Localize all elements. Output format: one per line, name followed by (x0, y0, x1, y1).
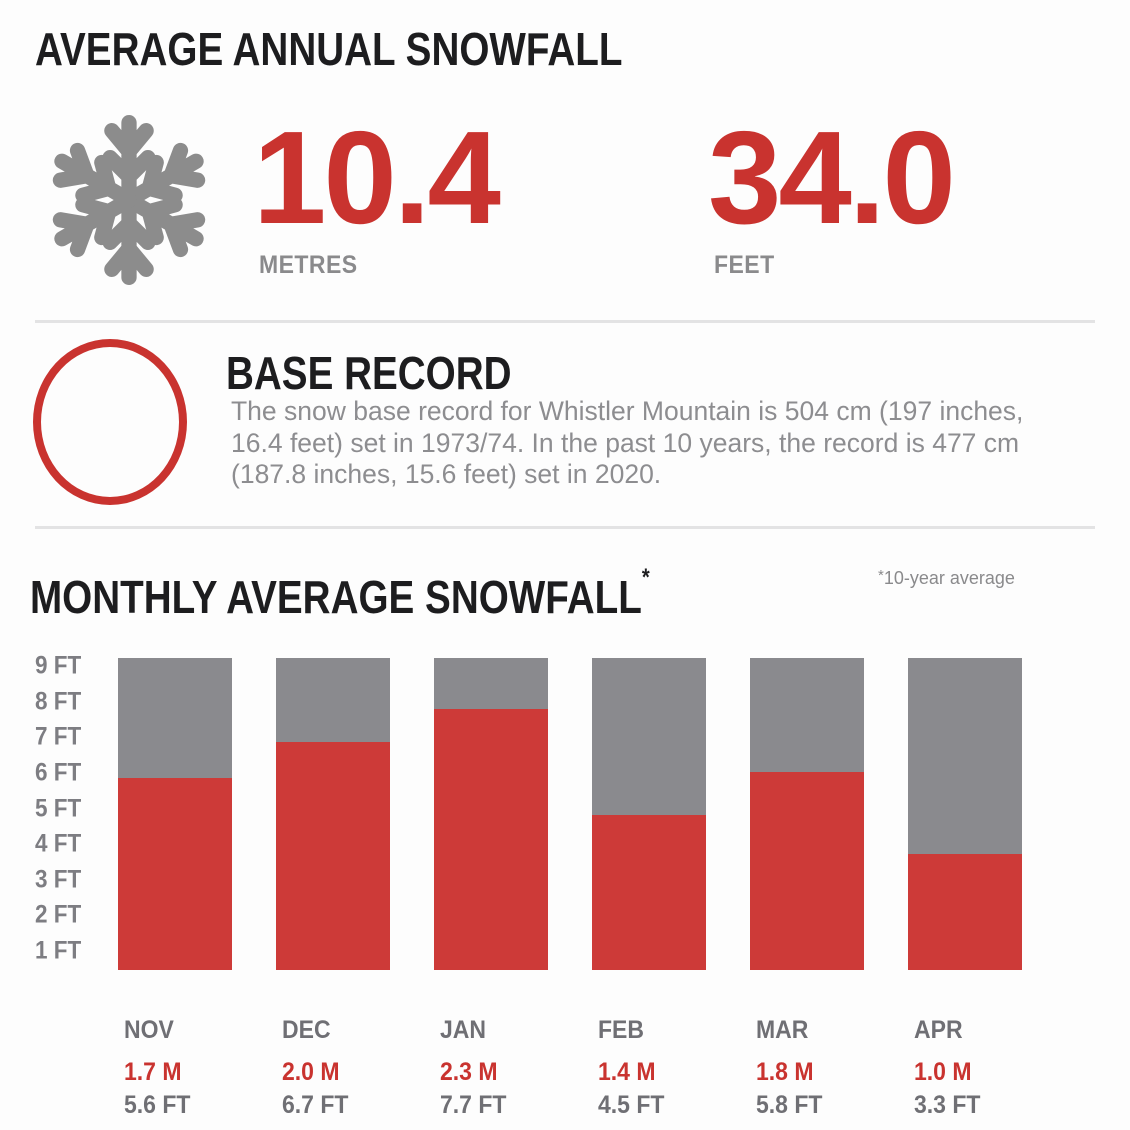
section-divider (35, 320, 1095, 323)
bar-background-jan (434, 658, 548, 970)
annual-snowfall-title: AVERAGE ANNUAL SNOWFALL (35, 23, 623, 75)
feet-value-label: 6.7 FT (282, 1091, 349, 1119)
y-axis-tick-label: 9 FT (35, 651, 82, 680)
footnote-text: 10-year average (883, 568, 1015, 588)
feet-value-label: 3.3 FT (914, 1091, 981, 1119)
snowflake-icon (52, 114, 206, 286)
metres-value-label: 2.3 M (440, 1058, 498, 1086)
bar-background-dec (276, 658, 390, 970)
annual-feet-stat: 34.0 FEET (708, 104, 956, 280)
month-label: APR (914, 1016, 963, 1044)
snowflake-arm (121, 192, 206, 258)
bar-fill-feb (592, 814, 706, 970)
monthly-title-asterisk: * (641, 564, 650, 591)
month-label-group-feb: FEB 1.4 M 4.5 FT (598, 1018, 748, 1118)
bar-fill-nov (118, 778, 232, 970)
bar-background-apr (908, 658, 1022, 970)
snowflake-arm (102, 114, 156, 208)
annual-metres-value: 10.4 (253, 104, 501, 251)
snowflake-arm (52, 142, 137, 208)
annual-feet-unit: FEET (714, 251, 775, 279)
month-label-group-apr: APR 1.0 M 3.3 FT (914, 1018, 1064, 1118)
y-axis-tick-label: 5 FT (35, 794, 82, 823)
snowflake-arm (52, 192, 137, 258)
y-axis-tick-label: 4 FT (35, 829, 82, 858)
month-label-group-mar: MAR 1.8 M 5.8 FT (756, 1018, 906, 1118)
month-label: JAN (440, 1016, 487, 1044)
month-label-group-nov: NOV 1.7 M 5.6 FT (124, 1018, 274, 1118)
feet-value-label: 5.6 FT (124, 1091, 191, 1119)
feet-value-label: 5.8 FT (756, 1091, 823, 1119)
metres-value-label: 1.7 M (124, 1058, 182, 1086)
snowflake-arm (102, 192, 156, 286)
snowflake-arm (121, 142, 206, 208)
y-axis-tick-label: 3 FT (35, 865, 82, 894)
metres-value-label: 1.4 M (598, 1058, 656, 1086)
annual-metres-unit: METRES (259, 251, 358, 279)
y-axis-tick-label: 8 FT (35, 687, 82, 716)
record-circle-icon (33, 339, 187, 505)
y-axis-tick-label: 7 FT (35, 722, 82, 751)
bar-background-nov (118, 658, 232, 970)
metres-value-label: 1.8 M (756, 1058, 814, 1086)
base-record-description: The snow base record for Whistler Mounta… (231, 396, 1024, 489)
annual-metres-stat: 10.4 METRES (253, 104, 501, 280)
metres-value-label: 2.0 M (282, 1058, 340, 1086)
month-label: DEC (282, 1016, 331, 1044)
month-label: NOV (124, 1016, 174, 1044)
month-label-group-dec: DEC 2.0 M 6.7 FT (282, 1018, 432, 1118)
bar-fill-dec (276, 741, 390, 970)
y-axis-tick-label: 1 FT (35, 936, 82, 965)
monthly-title-text: MONTHLY AVERAGE SNOWFALL (30, 571, 642, 623)
y-axis-tick-label: 2 FT (35, 900, 82, 929)
bar-background-feb (592, 658, 706, 970)
ten-year-average-footnote: *10-year average (878, 567, 1015, 589)
bar-background-mar (750, 658, 864, 970)
month-label: FEB (598, 1016, 644, 1044)
bar-fill-jan (434, 708, 548, 970)
annual-feet-value: 34.0 (708, 104, 956, 251)
month-label: MAR (756, 1016, 809, 1044)
bar-fill-mar (750, 771, 864, 970)
section-divider (35, 526, 1095, 529)
feet-value-label: 7.7 FT (440, 1091, 507, 1119)
monthly-snowfall-bar-chart: 1 FT 2 FT 3 FT 4 FT 5 FT 6 FT 7 FT 8 FT 9 FT NOV 1… (35, 653, 1095, 1118)
metres-value-label: 1.0 M (914, 1058, 972, 1086)
month-label-group-jan: JAN 2.3 M 7.7 FT (440, 1018, 590, 1118)
base-record-heading: BASE RECORD (226, 347, 512, 399)
footnote-asterisk: * (878, 567, 884, 584)
bar-fill-apr (908, 854, 1022, 970)
feet-value-label: 4.5 FT (598, 1091, 665, 1119)
monthly-snowfall-title: MONTHLY AVERAGE SNOWFALL* (30, 564, 650, 623)
y-axis-tick-label: 6 FT (35, 758, 82, 787)
